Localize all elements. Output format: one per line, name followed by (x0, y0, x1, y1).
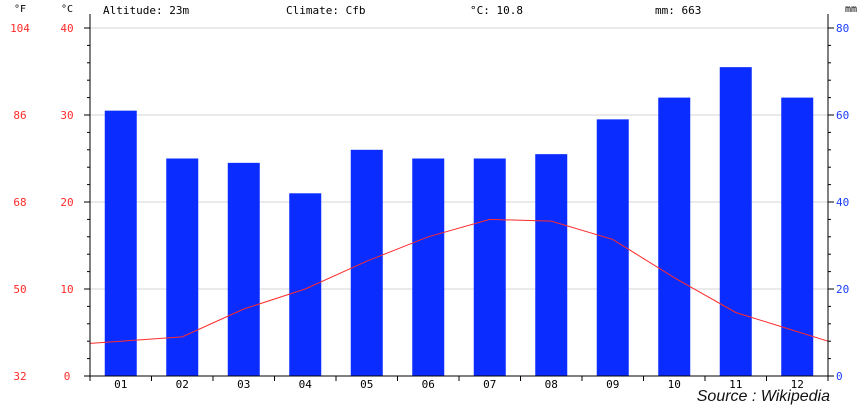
source-credit: Source : Wikipedia (696, 388, 830, 405)
fahrenheit-tick-label: 104 (10, 22, 30, 35)
precip-bar (781, 97, 814, 376)
mm-tick-label: 60 (836, 109, 849, 122)
precip-bar (473, 158, 506, 376)
mm-tick-label: 20 (836, 283, 849, 296)
precip-bar (289, 193, 322, 376)
month-label: 02 (176, 378, 189, 391)
precipitation-bars (104, 67, 814, 377)
month-label: 03 (237, 378, 250, 391)
month-label: 10 (668, 378, 681, 391)
month-label: 04 (299, 378, 313, 391)
fahrenheit-tick-label: 68 (13, 196, 26, 209)
celsius-tick-label: 10 (60, 283, 73, 296)
axis-ticks (84, 27, 834, 381)
mm-unit-label: mm (845, 4, 857, 15)
celsius-tick-label: 30 (60, 109, 73, 122)
precip-total-text: mm: 663 (655, 4, 701, 17)
gridlines (90, 27, 828, 290)
fahrenheit-tick-label: 86 (13, 109, 26, 122)
mean-temp-text: °C: 10.8 (470, 4, 523, 17)
climate-text: Climate: Cfb (286, 4, 365, 17)
mm-tick-label: 80 (836, 22, 849, 35)
mm-tick-label: 0 (836, 370, 843, 383)
month-label: 11 (729, 378, 742, 391)
month-label: 12 (791, 378, 804, 391)
month-label: 05 (360, 378, 373, 391)
fahrenheit-tick-labels: 104 86 68 50 32 (10, 22, 30, 383)
precip-bar (350, 149, 383, 376)
temperature-line (89, 218, 829, 344)
month-label: 08 (545, 378, 558, 391)
celsius-tick-label: 0 (64, 370, 71, 383)
fahrenheit-tick-label: 50 (13, 283, 26, 296)
precip-bar (104, 110, 137, 377)
precip-bar (412, 158, 445, 376)
month-label: 06 (422, 378, 435, 391)
precip-bar (658, 97, 691, 376)
precip-bar (166, 158, 199, 376)
altitude-text: Altitude: 23m (103, 4, 189, 17)
precip-bar (227, 162, 260, 376)
celsius-tick-label: 20 (60, 196, 73, 209)
precip-bar (596, 119, 629, 376)
fahrenheit-unit-label: °F (14, 4, 26, 15)
celsius-tick-labels: 40 30 20 10 0 (60, 22, 73, 383)
fahrenheit-tick-label: 32 (13, 370, 26, 383)
mm-tick-label: 40 (836, 196, 849, 209)
month-label: 09 (606, 378, 619, 391)
month-tick-labels: 01 02 03 04 05 06 07 08 09 10 11 12 (114, 378, 804, 391)
precip-bar (535, 154, 568, 376)
month-label: 07 (483, 378, 496, 391)
month-label: 01 (114, 378, 127, 391)
celsius-unit-label: °C (61, 4, 73, 15)
celsius-tick-label: 40 (60, 22, 73, 35)
mm-tick-labels: 80 60 40 20 0 (836, 22, 849, 383)
precip-bar (719, 67, 752, 377)
